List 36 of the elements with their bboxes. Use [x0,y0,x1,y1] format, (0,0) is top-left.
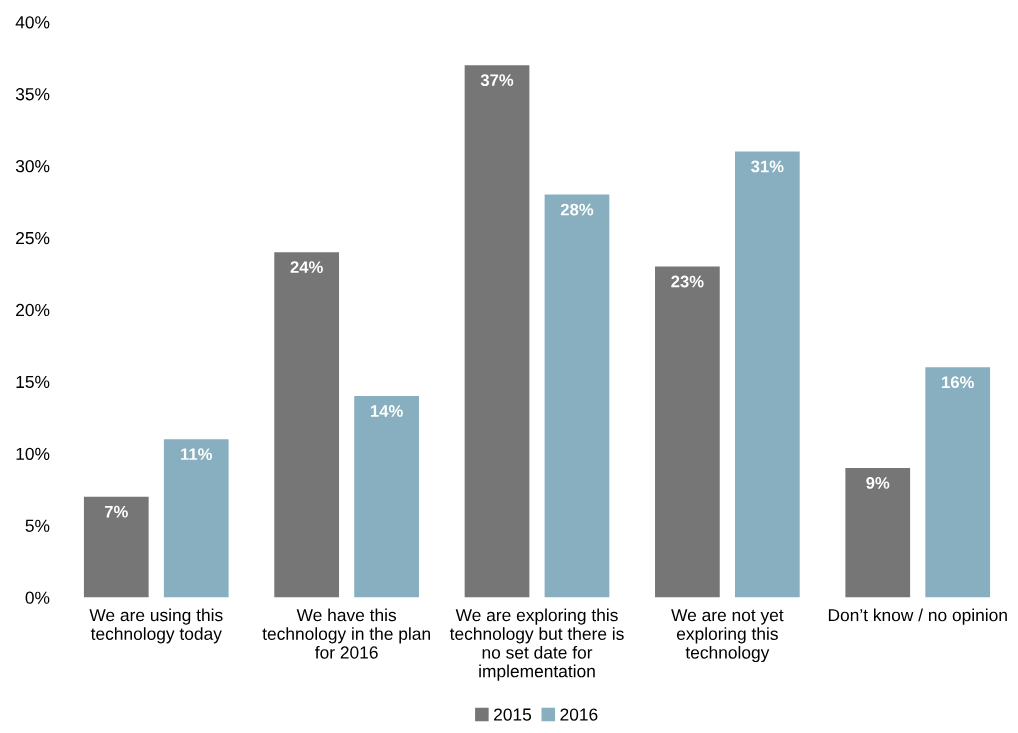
y-tick-label: 5% [25,519,50,532]
bar [354,396,419,598]
data-label: 23% [671,275,704,288]
data-label: 16% [942,376,974,389]
bar [845,467,911,598]
y-tick-label: 0% [25,591,50,604]
bar [83,496,149,598]
data-label: 37% [480,74,514,87]
bar [464,65,530,598]
data-label: 28% [560,203,594,216]
x-tick-label: We are not yet exploring this technology [671,609,784,663]
y-tick-label: 20% [16,303,50,317]
data-label: 7% [104,505,128,518]
data-label: 14% [370,405,403,417]
y-tick-label: 40% [15,16,50,29]
bar [163,439,229,598]
y-tick-label: 25% [16,231,50,245]
x-tick-label: We are using this technology today [89,608,223,644]
bar [925,367,991,598]
legend-label: 2016 [560,708,598,721]
x-tick-label: We have this technology in the plan for 2016 [262,608,430,659]
data-label: 31% [751,160,784,173]
y-tick-label: 35% [15,88,50,101]
bar [734,151,800,598]
data-label: 24% [290,261,323,273]
y-tick-label: 10% [16,447,50,461]
y-tick-label: 15% [16,375,50,389]
bar [655,266,720,598]
x-tick-label: Don’t know / no opinion [828,608,1007,625]
y-tick-label: 30% [15,160,50,173]
data-label: 9% [866,477,890,489]
data-label: 11% [181,448,213,460]
x-tick-label: We are exploring this technology but there is no set date for implementation [449,608,624,681]
legend-label: 2015 [494,708,532,721]
bar [274,252,340,598]
bar [544,194,610,598]
